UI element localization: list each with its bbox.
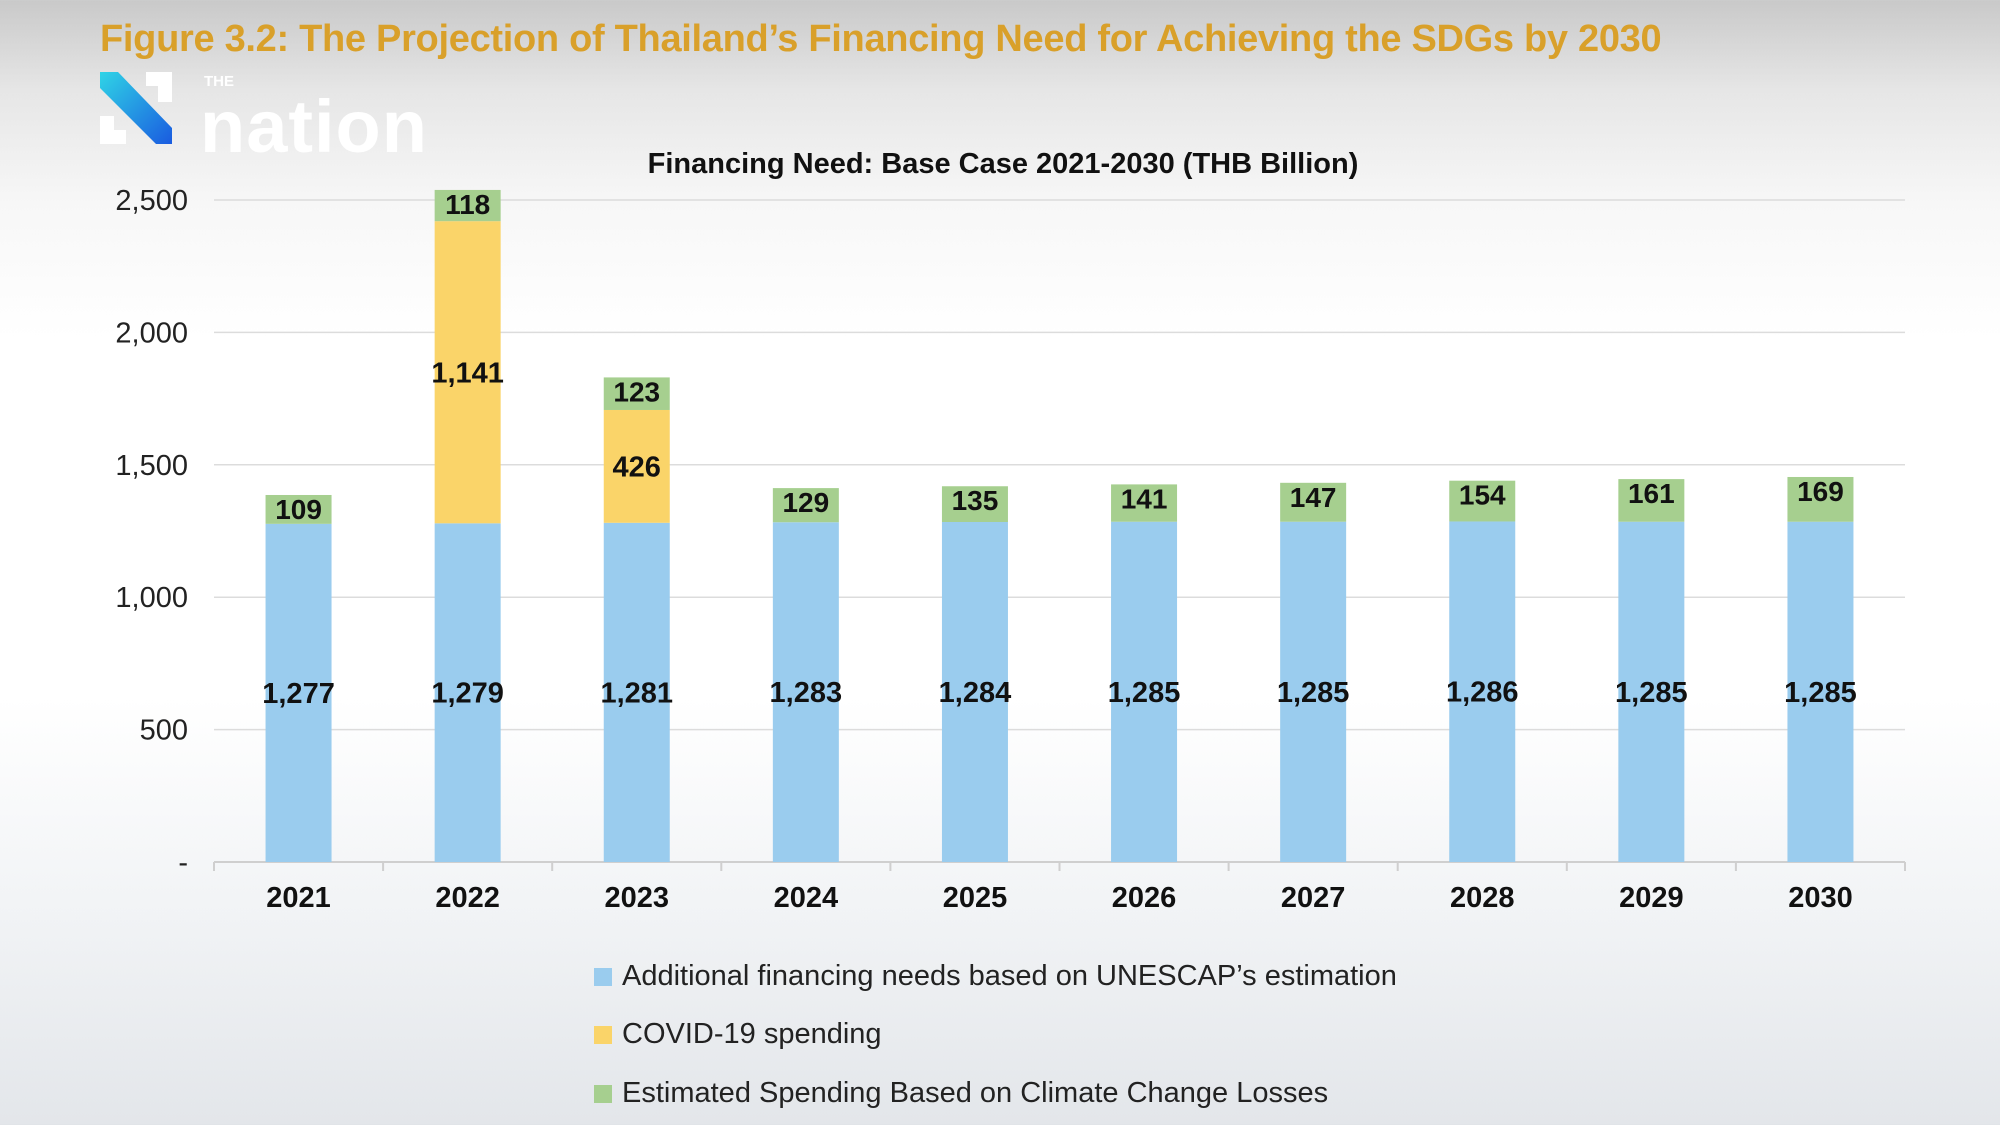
legend-item: Estimated Spending Based on Climate Chan… [594, 1077, 1328, 1110]
x-tick-label: 2025 [943, 882, 1008, 914]
logo-nation-text: nation [200, 85, 428, 168]
data-label: 1,281 [600, 677, 673, 709]
x-tick-label: 2027 [1281, 882, 1346, 914]
x-tick-label: 2026 [1112, 882, 1177, 914]
bar-segment-0 [1449, 521, 1516, 862]
legend-label: Estimated Spending Based on Climate Chan… [622, 1077, 1329, 1109]
data-label: 1,279 [431, 678, 504, 710]
bar-segment-2 [1111, 484, 1178, 522]
bar-segment-2 [265, 494, 332, 524]
bar-segment-0 [1618, 521, 1685, 862]
bar-segment-1 [434, 221, 501, 524]
bar-segment-1 [603, 409, 670, 523]
data-label: 1,286 [1446, 677, 1519, 709]
legend-label: Additional financing needs based on UNES… [622, 960, 1397, 992]
legend-item: COVID-19 spending [594, 1018, 882, 1051]
chart-title: Financing Need: Base Case 2021-2030 (THB… [647, 148, 1359, 180]
y-tick-label: 1,500 [115, 450, 188, 482]
data-label: 147 [1290, 482, 1337, 513]
bar-segment-2 [1449, 480, 1516, 522]
bar-segment-0 [265, 523, 332, 862]
data-label: 129 [782, 487, 829, 518]
logo-the-text: THE [204, 73, 234, 90]
bar-segment-0 [1111, 521, 1178, 862]
bar-segment-0 [603, 522, 670, 862]
data-label: 161 [1628, 478, 1675, 509]
data-label: 141 [1121, 483, 1168, 514]
x-tick-label: 2021 [266, 882, 331, 914]
the-nation-logo: THE nation [100, 72, 460, 168]
data-label: 1,277 [262, 678, 335, 710]
x-tick-label: 2028 [1450, 882, 1515, 914]
bar-segment-0 [1787, 521, 1854, 862]
legend-label: COVID-19 spending [622, 1018, 882, 1050]
bar-segment-0 [941, 521, 1008, 862]
bar-segment-2 [772, 488, 839, 523]
x-tick-label: 2029 [1619, 882, 1684, 914]
legend-swatch [594, 1084, 612, 1103]
y-tick-label: - [178, 847, 188, 879]
data-label: 109 [275, 494, 322, 525]
legend-swatch [594, 967, 612, 986]
bar-segment-2 [1280, 482, 1347, 522]
y-tick-label: 2,500 [115, 185, 188, 217]
bar-segment-2 [603, 377, 670, 410]
data-label: 1,283 [770, 677, 843, 709]
y-tick-label: 500 [140, 715, 188, 747]
bar-segment-0 [772, 522, 839, 862]
bar-segment-0 [434, 523, 501, 862]
data-label: 1,141 [431, 357, 504, 389]
data-label: 1,285 [1108, 677, 1181, 709]
nation-n-icon [100, 72, 172, 144]
data-label: 154 [1459, 480, 1506, 511]
data-label: 135 [952, 485, 999, 516]
legend-item: Additional financing needs based on UNES… [594, 960, 1397, 993]
data-label: 1,285 [1277, 677, 1350, 709]
data-label: 169 [1797, 476, 1844, 507]
x-tick-label: 2022 [435, 882, 500, 914]
bar-segment-2 [1618, 479, 1685, 522]
y-tick-label: 2,000 [115, 317, 188, 349]
bar-segment-0 [1280, 521, 1347, 862]
data-label: 1,285 [1784, 677, 1857, 709]
y-tick-label: 1,000 [115, 582, 188, 614]
x-tick-label: 2030 [1788, 882, 1853, 914]
data-label: 123 [613, 376, 660, 407]
bar-segment-2 [941, 486, 1008, 522]
figure-title: Figure 3.2: The Projection of Thailand’s… [100, 18, 1662, 60]
data-label: 118 [445, 189, 490, 220]
x-tick-label: 2024 [774, 882, 839, 914]
legend-swatch [594, 1025, 612, 1044]
bar-segment-2 [434, 189, 501, 222]
data-label: 1,285 [1615, 677, 1688, 709]
data-label: 1,284 [939, 677, 1012, 709]
data-label: 426 [613, 451, 661, 483]
bar-segment-2 [1787, 476, 1854, 522]
x-tick-label: 2023 [604, 882, 669, 914]
